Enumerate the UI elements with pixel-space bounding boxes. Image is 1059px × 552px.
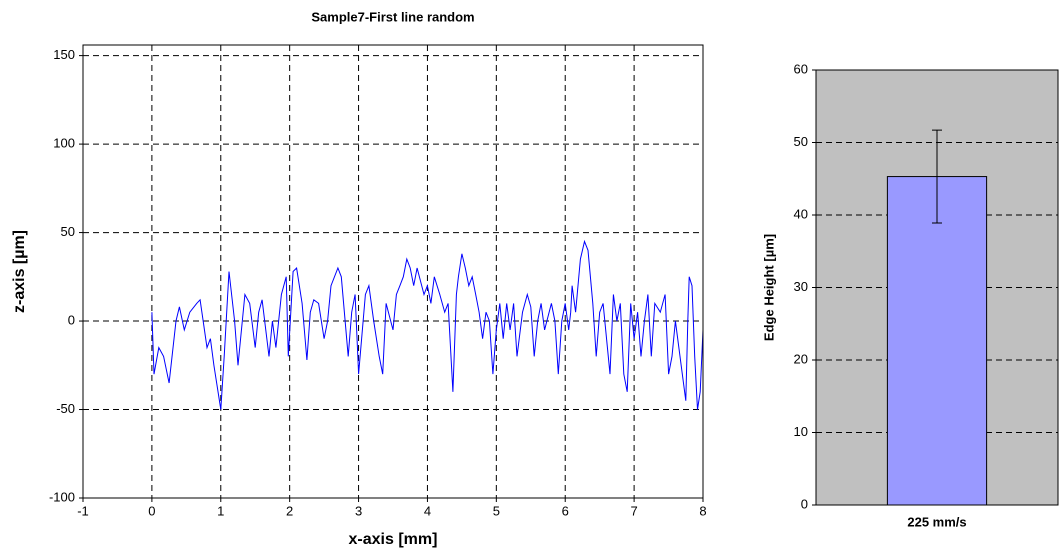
x-tick-label: -1 — [77, 503, 89, 518]
y-tick-label: 0 — [68, 312, 75, 327]
y-tick-label: 20 — [794, 351, 808, 366]
y-tick-label: -50 — [56, 401, 75, 416]
y-tick-label: 150 — [53, 47, 75, 62]
x-axis-label: x-axis [mm] — [349, 531, 438, 548]
data-line — [151, 239, 704, 410]
y-tick-label: 10 — [794, 424, 808, 439]
y-tick-label: -100 — [49, 489, 75, 504]
error-bar — [932, 129, 942, 224]
y-tick-label: 50 — [794, 134, 808, 149]
x-tick-label: 1 — [217, 503, 224, 518]
x-tick-label: 3 — [355, 503, 362, 518]
y-tick-label: 50 — [61, 224, 75, 239]
y-tick-label: 40 — [794, 206, 808, 221]
x-tick-label: 2 — [286, 503, 293, 518]
plot-frame — [815, 69, 1059, 506]
x-tick-label: 4 — [424, 503, 431, 518]
y-axis-label: Edge Height [µm] — [761, 234, 776, 341]
x-tick-label: 7 — [630, 503, 637, 518]
y-axis-label: z-axis [µm] — [11, 230, 28, 313]
y-tick-label: 60 — [794, 61, 808, 76]
y-tick-label: 0 — [801, 496, 808, 511]
x-tick-label: 0 — [148, 503, 155, 518]
y-tick-label: 30 — [794, 279, 808, 294]
x-tick-label: 8 — [699, 503, 706, 518]
x-tick-label: 6 — [562, 503, 569, 518]
plot-frame — [82, 44, 704, 499]
y-tick-label: 100 — [53, 136, 75, 151]
chart-title: Sample7-First line random — [311, 9, 474, 24]
x-tick-label: 5 — [493, 503, 500, 518]
bar — [886, 176, 988, 506]
x-tick-label: 225 mm/s — [907, 514, 966, 529]
